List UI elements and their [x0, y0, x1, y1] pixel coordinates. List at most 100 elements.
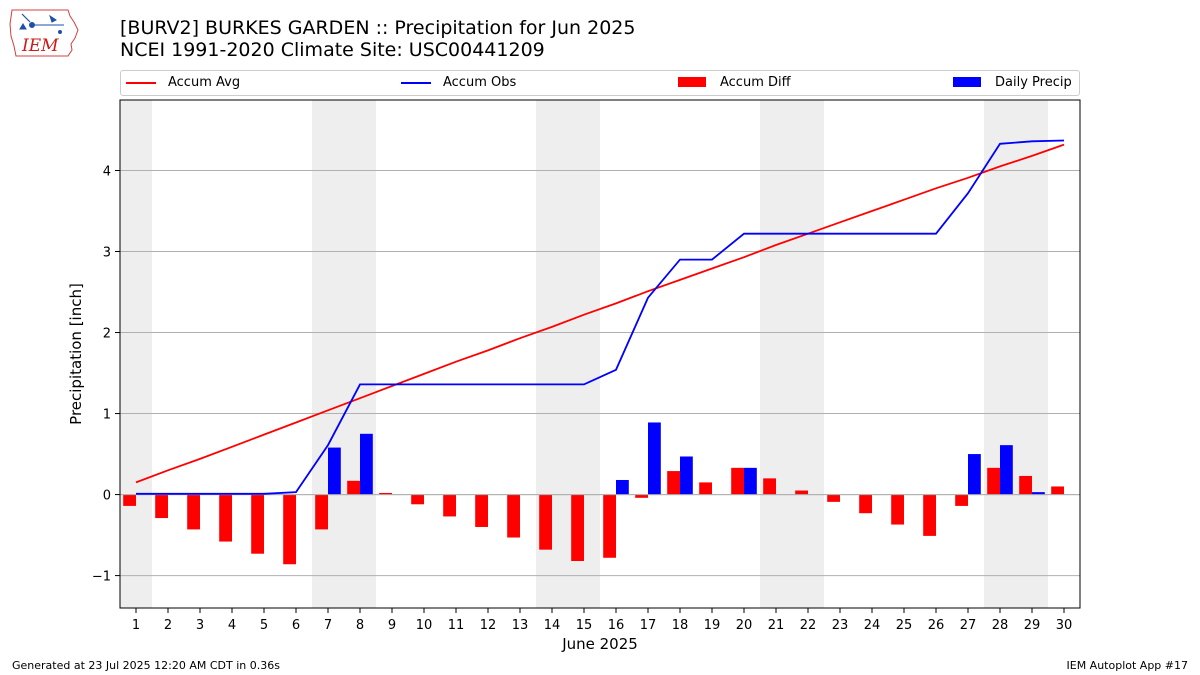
accum-diff-bar: [667, 471, 680, 495]
y-tick-label: −1: [92, 570, 111, 585]
accum-diff-bar: [539, 494, 552, 550]
accum-diff-bar: [603, 494, 616, 558]
x-tick-label: 26: [928, 618, 945, 633]
y-tick-label: 1: [103, 408, 111, 423]
x-tick-label: 16: [608, 618, 625, 633]
accum-obs-line: [136, 139, 1065, 495]
legend-label-accum-avg: Accum Avg: [168, 75, 241, 90]
legend-swatch-accum-diff: [678, 77, 706, 87]
x-tick-label: 7: [324, 618, 332, 633]
x-axis-label: June 2025: [561, 635, 638, 653]
accum-diff-bar: [987, 467, 1000, 495]
legend-swatch-accum-avg: [126, 82, 156, 84]
x-tick-label: 17: [640, 618, 657, 633]
daily-precip-bar: [648, 422, 661, 495]
accum-diff-bar: [571, 494, 584, 562]
daily-precip-bar: [1000, 445, 1013, 495]
legend: Accum Avg Accum Obs Accum Diff Daily Pre…: [120, 70, 1080, 96]
generated-timestamp: Generated at 23 Jul 2025 12:20 AM CDT in…: [12, 659, 280, 672]
logo-text: IEM: [21, 36, 59, 56]
accum-diff-bar: [123, 494, 136, 506]
accum-diff-bar: [923, 494, 936, 536]
daily-precip-bar: [328, 447, 341, 495]
accum-diff-bar: [283, 494, 296, 565]
iowa-state-outline: [9, 9, 79, 57]
x-tick-label: 29: [1024, 618, 1041, 633]
accum-diff-bar: [955, 494, 968, 506]
weekend-shade: [120, 100, 152, 608]
legend-label-accum-diff: Accum Diff: [720, 75, 791, 90]
x-tick-label: 21: [768, 618, 785, 633]
accum-diff-bar: [859, 494, 872, 514]
accum-diff-bar: [379, 492, 392, 495]
x-tick-label: 27: [960, 618, 977, 633]
daily-precip-bar: [616, 479, 629, 495]
daily-precip-bar: [680, 456, 693, 495]
accum-diff-bar: [827, 494, 840, 502]
accum-diff-bar: [475, 494, 488, 527]
weekend-shade: [312, 100, 376, 608]
accum-diff-bar: [411, 494, 424, 505]
x-tick-label: 19: [704, 618, 721, 633]
x-tick-label: 24: [864, 618, 881, 633]
accum-diff-bar: [763, 478, 776, 495]
x-tick-label: 23: [832, 618, 849, 633]
accum-diff-bar: [795, 490, 808, 495]
y-axis-label: Precipitation [inch]: [67, 283, 85, 425]
y-tick-label: 2: [103, 327, 111, 342]
accum-diff-bar: [155, 494, 168, 519]
legend-swatch-accum-obs: [401, 82, 431, 84]
legend-label-daily-precip: Daily Precip: [995, 75, 1072, 90]
y-tick-label: 3: [103, 246, 111, 261]
x-tick-label: 3: [196, 618, 204, 633]
accum-diff-bar: [219, 494, 232, 542]
x-tick-label: 10: [416, 618, 433, 633]
accum-diff-bar: [731, 467, 744, 495]
accum-diff-bar: [635, 494, 648, 498]
x-tick-label: 14: [544, 618, 561, 633]
x-tick-label: 4: [228, 618, 236, 633]
x-tick-label: 8: [356, 618, 364, 633]
x-tick-label: 9: [388, 618, 396, 633]
accum-diff-bar: [891, 494, 904, 525]
legend-swatch-daily-precip: [953, 77, 981, 87]
app-credit: IEM Autoplot App #17: [1066, 659, 1189, 672]
accum-diff-bar: [1051, 486, 1064, 495]
x-tick-label: 15: [576, 618, 593, 633]
plot-frame: [119, 99, 1081, 609]
x-tick-label: 20: [736, 618, 753, 633]
x-tick-label: 22: [800, 618, 817, 633]
x-tick-label: 11: [448, 618, 465, 633]
iem-logo: IEM: [9, 9, 79, 57]
chart-subtitle: NCEI 1991-2020 Climate Site: USC00441209: [120, 39, 545, 61]
x-tick-label: 13: [512, 618, 529, 633]
accum-diff-bar: [443, 494, 456, 517]
weather-glyphs: [19, 13, 64, 34]
accum-diff-bar: [347, 480, 360, 495]
daily-precip-bar: [1032, 492, 1045, 495]
daily-precip-bar: [360, 433, 373, 495]
daily-precip-bar: [744, 467, 757, 495]
weekend-shade: [984, 100, 1048, 608]
x-tick-label: 28: [992, 618, 1009, 633]
accum-avg-line: [135, 143, 1065, 484]
accum-diff-bar: [315, 494, 328, 530]
x-tick-label: 1: [132, 618, 140, 633]
accum-diff-bar: [1019, 475, 1032, 495]
accum-diff-bar: [187, 494, 200, 530]
legend-label-accum-obs: Accum Obs: [443, 75, 517, 90]
y-tick-label: 0: [103, 489, 111, 504]
x-tick-label: 30: [1056, 618, 1073, 633]
chart-title: [BURV2] BURKES GARDEN :: Precipitation f…: [120, 17, 636, 39]
x-tick-label: 5: [260, 618, 268, 633]
x-tick-label: 2: [164, 618, 172, 633]
x-tick-label: 12: [480, 618, 497, 633]
accum-diff-bar: [251, 494, 264, 554]
daily-precip-bar: [968, 454, 981, 495]
accum-diff-bar: [507, 494, 520, 538]
x-tick-label: 25: [896, 618, 913, 633]
accum-diff-bar: [699, 482, 712, 495]
weekend-shade: [760, 100, 824, 608]
x-tick-label: 18: [672, 618, 689, 633]
